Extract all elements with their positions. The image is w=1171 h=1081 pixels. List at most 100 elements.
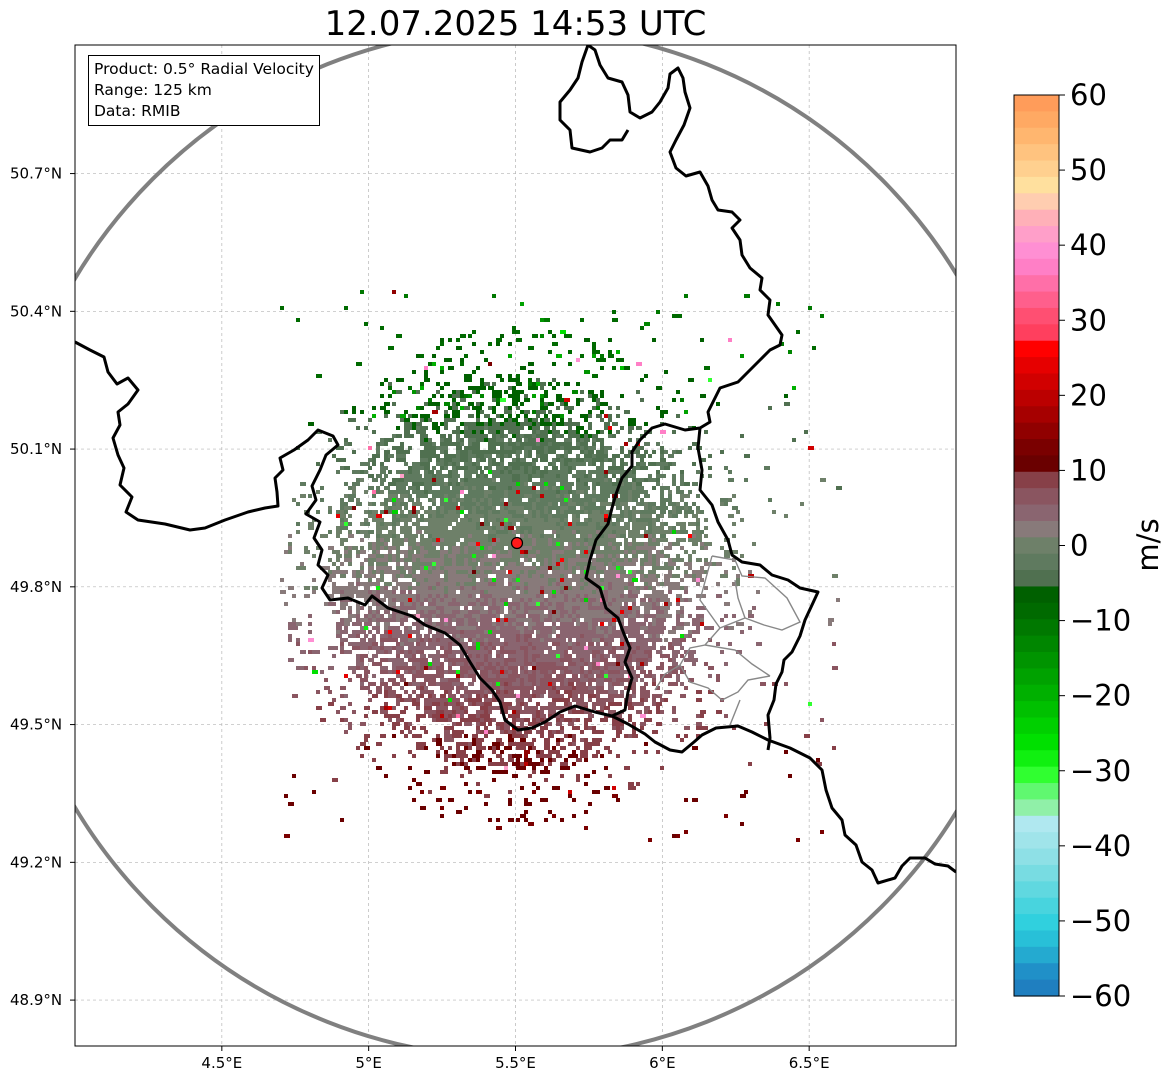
echo-cell bbox=[372, 414, 376, 418]
echo-cell bbox=[452, 442, 458, 446]
echo-cell bbox=[296, 318, 300, 322]
echo-cell bbox=[388, 686, 392, 690]
echo-cell bbox=[596, 398, 600, 402]
echo-cell bbox=[472, 550, 476, 554]
echo-cell bbox=[600, 514, 604, 518]
echo-cell bbox=[668, 558, 674, 562]
echo-cell bbox=[648, 514, 652, 518]
echo-cell bbox=[504, 634, 510, 638]
echo-cell bbox=[636, 446, 640, 450]
echo-cell bbox=[652, 622, 656, 626]
echo-cell bbox=[352, 570, 356, 574]
echo-cell bbox=[568, 646, 574, 650]
echo-cell bbox=[552, 490, 556, 494]
echo-cell bbox=[396, 546, 400, 550]
echo-cell bbox=[436, 642, 440, 646]
echo-cell bbox=[308, 614, 312, 618]
echo-cell bbox=[340, 542, 344, 546]
echo-cell bbox=[384, 634, 388, 638]
echo-cell bbox=[496, 338, 502, 342]
echo-cell bbox=[452, 418, 456, 422]
echo-cell bbox=[536, 378, 540, 382]
echo-cell bbox=[508, 426, 512, 430]
echo-cell bbox=[640, 638, 644, 642]
echo-cell bbox=[640, 522, 644, 526]
echo-cell bbox=[660, 474, 666, 478]
echo-cell bbox=[432, 570, 436, 574]
echo-cell bbox=[640, 658, 644, 662]
echo-cell bbox=[328, 570, 332, 574]
echo-cell bbox=[488, 530, 492, 534]
echo-cell bbox=[428, 546, 434, 550]
echo-cell bbox=[604, 534, 608, 538]
echo-cell bbox=[608, 482, 612, 486]
echo-cell bbox=[532, 422, 538, 426]
echo-cell bbox=[464, 518, 470, 522]
echo-cell bbox=[636, 626, 640, 630]
echo-cell bbox=[480, 546, 486, 550]
echo-cell bbox=[576, 518, 580, 522]
echo-cell bbox=[396, 486, 400, 490]
echo-cell bbox=[472, 598, 476, 602]
echo-cell bbox=[384, 442, 388, 446]
echo-cell bbox=[372, 430, 376, 434]
echo-cell bbox=[480, 626, 484, 630]
echo-cell bbox=[608, 650, 612, 654]
echo-cell bbox=[480, 378, 484, 382]
echo-cell bbox=[428, 530, 432, 534]
echo-cell bbox=[652, 530, 656, 534]
echo-cell bbox=[432, 634, 438, 638]
echo-cell bbox=[680, 482, 684, 486]
echo-cell bbox=[468, 594, 472, 598]
echo-cell bbox=[556, 494, 560, 498]
echo-cell bbox=[444, 574, 448, 578]
echo-cell bbox=[360, 562, 364, 566]
echo-cell bbox=[556, 542, 560, 546]
echo-cell bbox=[452, 486, 456, 490]
echo-cell bbox=[368, 614, 372, 618]
echo-cell bbox=[636, 462, 640, 466]
echo-cell bbox=[308, 522, 314, 526]
echo-cell bbox=[512, 650, 516, 654]
echo-cell bbox=[344, 638, 348, 642]
echo-cell bbox=[312, 650, 318, 654]
echo-cell bbox=[380, 598, 386, 602]
echo-cell bbox=[540, 626, 544, 630]
echo-cell bbox=[424, 614, 428, 618]
echo-cell bbox=[592, 374, 598, 378]
echo-cell bbox=[488, 514, 492, 518]
echo-cell bbox=[464, 494, 468, 498]
echo-cell bbox=[512, 514, 518, 518]
echo-cell bbox=[572, 474, 576, 478]
echo-cell bbox=[596, 514, 600, 518]
echo-cell bbox=[532, 530, 536, 534]
echo-cell bbox=[520, 586, 524, 590]
echo-cell bbox=[556, 534, 560, 538]
echo-cell bbox=[548, 518, 554, 522]
echo-cell bbox=[392, 630, 396, 634]
echo-cell bbox=[492, 558, 498, 562]
echo-cell bbox=[624, 474, 630, 478]
echo-cell bbox=[672, 654, 678, 658]
echo-cell bbox=[484, 498, 488, 502]
echo-cell bbox=[616, 482, 620, 486]
echo-cell bbox=[484, 666, 490, 670]
echo-cell bbox=[572, 514, 576, 518]
echo-cell bbox=[528, 574, 532, 578]
echo-cell bbox=[296, 638, 300, 642]
echo-cell bbox=[484, 466, 490, 470]
echo-cell bbox=[448, 678, 454, 682]
echo-cell bbox=[596, 438, 600, 442]
echo-cell bbox=[496, 582, 500, 586]
echo-cell bbox=[568, 466, 572, 470]
echo-cell bbox=[568, 658, 572, 662]
echo-cell bbox=[452, 662, 458, 666]
echo-cell bbox=[560, 634, 566, 638]
echo-cell bbox=[460, 398, 466, 402]
echo-cell bbox=[804, 430, 808, 434]
echo-cell bbox=[636, 590, 640, 594]
echo-cell bbox=[432, 594, 436, 598]
echo-cell bbox=[436, 446, 440, 450]
echo-cell bbox=[544, 426, 550, 430]
echo-cell bbox=[516, 554, 520, 558]
